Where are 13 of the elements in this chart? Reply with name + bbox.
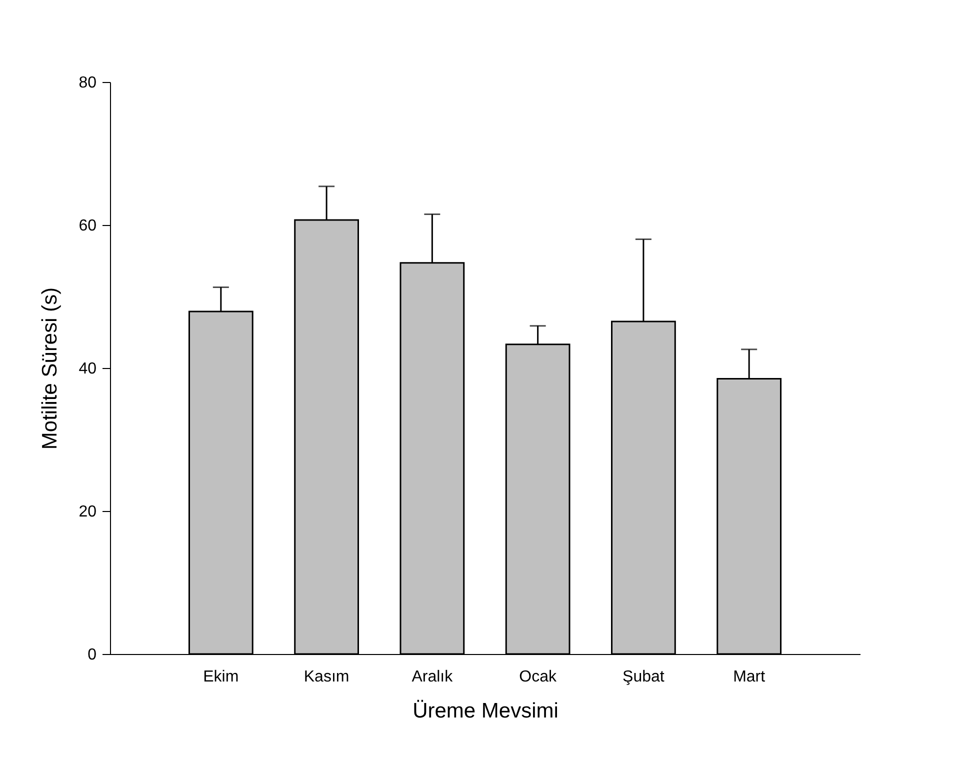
x-tick-label: Aralık: [412, 668, 454, 686]
x-tick-label: Kasım: [304, 668, 350, 686]
y-tick-label: 60: [78, 218, 97, 234]
y-axis-title: Motilite Süresi (s): [38, 287, 62, 450]
y-tick-label: 20: [78, 504, 97, 520]
x-tick-label: Ekim: [203, 668, 239, 686]
x-tick-label: Mart: [733, 668, 766, 686]
x-tick-label: Şubat: [622, 668, 665, 686]
y-tick-label: 0: [88, 646, 97, 664]
y-tick-label: 40: [78, 360, 97, 378]
x-tick-label: Ocak: [519, 668, 558, 686]
y-tick-label: 80: [78, 74, 97, 92]
x-axis-title: Üreme Mevsimi: [412, 700, 558, 722]
